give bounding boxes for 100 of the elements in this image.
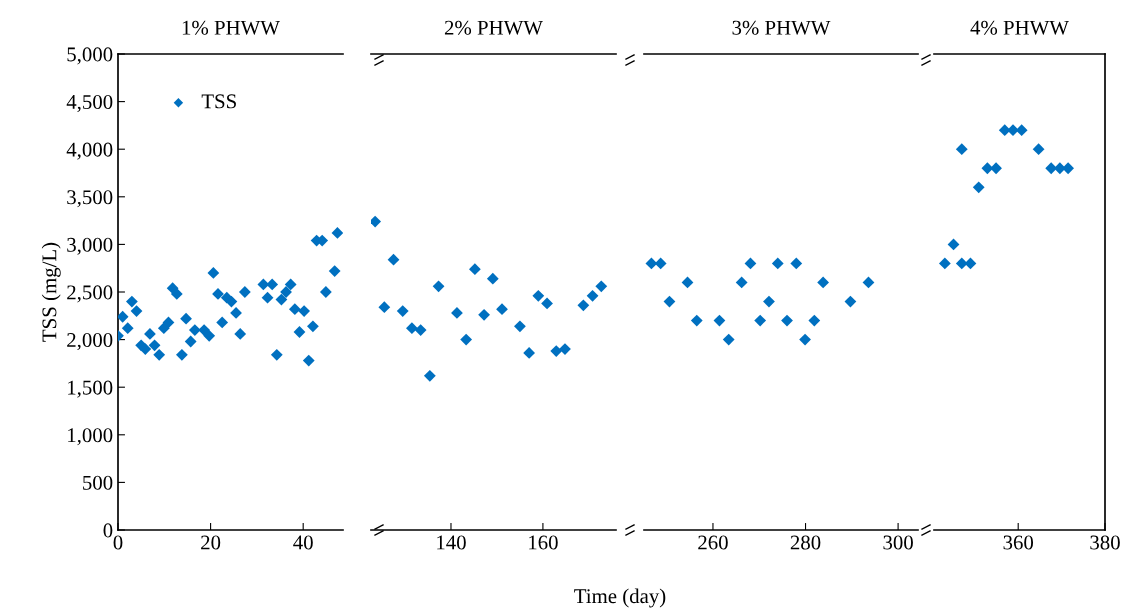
point bbox=[763, 295, 775, 308]
point bbox=[184, 335, 197, 348]
point bbox=[423, 369, 436, 382]
y-tick-label: 3,000 bbox=[67, 237, 113, 255]
point bbox=[514, 320, 526, 333]
point bbox=[990, 162, 1002, 175]
y-tick-label: 2,000 bbox=[67, 332, 113, 351]
point bbox=[176, 348, 188, 361]
point bbox=[955, 143, 968, 156]
point bbox=[972, 181, 985, 194]
point bbox=[595, 280, 608, 293]
point bbox=[130, 305, 143, 317]
point bbox=[577, 299, 590, 312]
point bbox=[319, 286, 332, 298]
point bbox=[808, 314, 821, 327]
point bbox=[541, 297, 553, 310]
point bbox=[328, 265, 341, 277]
y-tick-label: 0 bbox=[103, 523, 113, 538]
x-tick-label: 0 bbox=[113, 535, 123, 550]
point bbox=[275, 293, 288, 306]
chart-title: 2% PHWW bbox=[444, 20, 543, 35]
y-tick-label: 3,500 bbox=[67, 190, 113, 208]
point bbox=[207, 267, 220, 279]
point bbox=[203, 329, 216, 342]
x-tick-label: 260 bbox=[698, 535, 728, 550]
point bbox=[302, 354, 315, 367]
point bbox=[799, 333, 811, 346]
point bbox=[1032, 143, 1045, 156]
point bbox=[532, 289, 545, 302]
point bbox=[387, 253, 400, 266]
point bbox=[148, 339, 161, 352]
chart-title: 3% PHWW bbox=[732, 20, 831, 35]
x-tick-label: 20 bbox=[201, 535, 221, 550]
point bbox=[690, 314, 703, 327]
x-tick-label: 280 bbox=[790, 535, 821, 550]
point bbox=[288, 303, 301, 316]
point bbox=[371, 215, 382, 228]
y-tick-label: 4,500 bbox=[66, 94, 113, 113]
x-tick-label: 380 bbox=[1090, 535, 1120, 550]
point bbox=[468, 263, 481, 276]
point bbox=[170, 288, 183, 300]
point bbox=[432, 280, 445, 293]
point bbox=[234, 327, 247, 340]
point bbox=[230, 307, 242, 319]
point bbox=[947, 238, 960, 251]
point bbox=[298, 305, 310, 317]
point bbox=[722, 333, 735, 346]
x-axis-title: Time (day) bbox=[574, 588, 666, 608]
point bbox=[121, 322, 134, 335]
point bbox=[938, 257, 951, 270]
point bbox=[188, 324, 201, 336]
x-tick-label: 140 bbox=[437, 535, 466, 550]
point bbox=[126, 295, 138, 308]
chart-title: 1% PHWW bbox=[182, 20, 280, 35]
point bbox=[460, 333, 473, 346]
point bbox=[550, 345, 563, 357]
point bbox=[270, 348, 283, 361]
y-tick-label: 1,000 bbox=[68, 428, 113, 446]
point bbox=[523, 347, 536, 359]
y-tick-label: 2,500 bbox=[67, 285, 113, 303]
x-tick-label: 360 bbox=[1003, 535, 1034, 550]
chart-title: 4% PHWW bbox=[970, 20, 1069, 35]
y-tick-label: 4,000 bbox=[66, 142, 113, 160]
point bbox=[478, 308, 490, 321]
point bbox=[496, 303, 508, 316]
point bbox=[266, 278, 279, 291]
x-tick-label: 40 bbox=[293, 535, 313, 550]
point bbox=[586, 289, 599, 302]
point bbox=[817, 276, 830, 289]
point bbox=[331, 227, 343, 239]
point bbox=[180, 312, 192, 325]
point bbox=[378, 301, 391, 314]
point bbox=[781, 314, 793, 327]
y-tick-label: 1,500 bbox=[68, 380, 113, 398]
point bbox=[735, 276, 748, 289]
point bbox=[212, 288, 224, 300]
y-axis-title: TSS (mg/L) bbox=[41, 242, 61, 342]
point bbox=[790, 257, 803, 270]
point bbox=[118, 310, 129, 323]
point bbox=[153, 348, 166, 361]
point bbox=[284, 278, 297, 291]
point bbox=[771, 257, 784, 270]
y-tick-label: 5,000 bbox=[67, 47, 113, 65]
legend-label: TSS bbox=[201, 94, 236, 109]
point bbox=[406, 322, 418, 335]
y-tick-label: 500 bbox=[83, 475, 113, 490]
point bbox=[414, 324, 427, 336]
point bbox=[238, 286, 251, 298]
point bbox=[486, 272, 499, 285]
point bbox=[559, 343, 571, 356]
point bbox=[139, 343, 152, 356]
x-tick-label: 160 bbox=[529, 535, 558, 550]
point bbox=[261, 291, 274, 304]
point bbox=[1007, 124, 1019, 137]
point bbox=[144, 327, 156, 340]
point bbox=[396, 305, 409, 317]
point bbox=[293, 326, 306, 338]
point bbox=[744, 257, 757, 270]
point bbox=[216, 316, 229, 329]
point bbox=[307, 320, 319, 333]
